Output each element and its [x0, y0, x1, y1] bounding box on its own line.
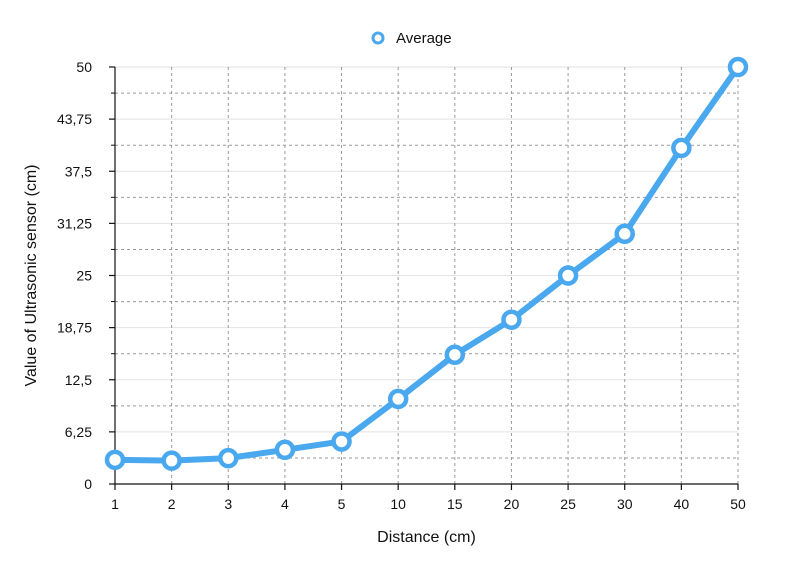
- x-tick-label: 5: [338, 496, 346, 512]
- x-tick-label: 3: [224, 496, 232, 512]
- series-line: [112, 64, 741, 464]
- data-point: [501, 309, 522, 330]
- y-tick-label: 31,25: [57, 215, 92, 231]
- data-point: [218, 447, 239, 469]
- y-tick-label: 0: [84, 476, 92, 492]
- y-tick-label: 43,75: [57, 111, 92, 127]
- series-average: [104, 56, 749, 471]
- legend-label: Average: [396, 30, 452, 47]
- x-tick-label: 50: [730, 496, 746, 512]
- x-tick-label: 15: [447, 496, 463, 512]
- x-tick-label: 40: [674, 496, 690, 512]
- y-tick-label: 50: [76, 59, 92, 75]
- y-axis-title: Value of Ultrasonic sensor (cm): [23, 165, 40, 387]
- data-point: [614, 223, 635, 245]
- x-tick-label: 25: [560, 496, 576, 512]
- data-point: [671, 137, 692, 159]
- y-tick-label: 37,5: [65, 163, 92, 179]
- grid-lines: [115, 66, 739, 484]
- x-tick-label: 1: [111, 496, 119, 512]
- y-tick-label: 25: [76, 268, 92, 284]
- y-axis-ticks: 0 6,25 12,5 18,75 25 31,25 37,5 43,75 50: [57, 59, 115, 492]
- data-point: [104, 449, 126, 471]
- data-point: [557, 265, 579, 286]
- x-tick-label: 10: [390, 496, 406, 512]
- x-axis-title: Distance (cm): [377, 529, 476, 546]
- data-point: [727, 56, 749, 78]
- x-tick-label: 20: [504, 496, 520, 512]
- legend-marker-icon: [371, 31, 385, 45]
- data-point: [274, 439, 296, 461]
- x-tick-label: 2: [168, 496, 176, 512]
- legend: Average: [371, 30, 452, 47]
- data-point: [444, 344, 466, 365]
- x-tick-label: 4: [281, 496, 289, 512]
- x-tick-label: 30: [617, 496, 633, 512]
- y-tick-label: 6,25: [65, 424, 92, 440]
- data-point: [331, 431, 352, 452]
- x-axis-ticks: 1 2 3 4 5 10 15 20 25 30 40 50: [111, 484, 746, 512]
- data-point: [387, 388, 409, 410]
- y-tick-label: 18,75: [57, 320, 92, 336]
- y-tick-label: 12,5: [65, 372, 92, 388]
- data-point: [161, 450, 182, 471]
